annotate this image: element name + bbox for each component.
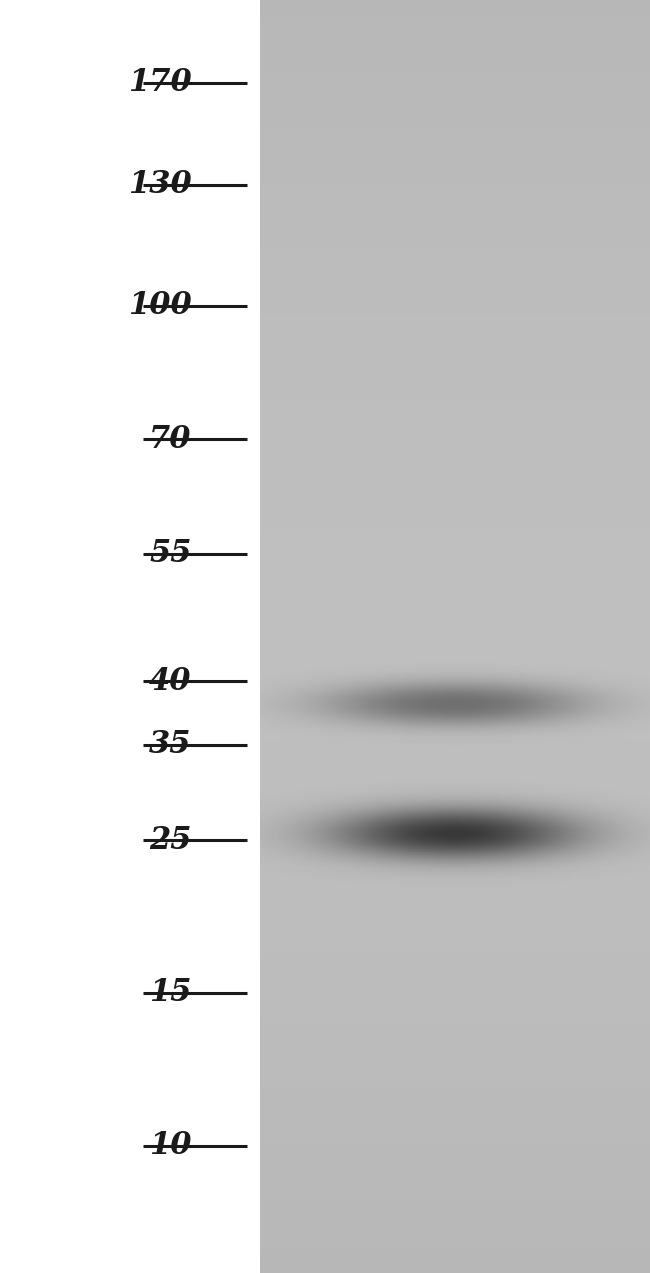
Text: 170: 170 [128,67,192,98]
Text: 10: 10 [150,1130,192,1161]
Text: 25: 25 [150,825,192,855]
Text: 40: 40 [150,666,192,696]
Text: 130: 130 [128,169,192,200]
Text: 15: 15 [150,978,192,1008]
Text: 55: 55 [150,538,192,569]
Bar [0,0,247,1273]
Text: 35: 35 [150,729,192,760]
Text: 70: 70 [150,424,192,454]
Text: 100: 100 [128,290,192,321]
